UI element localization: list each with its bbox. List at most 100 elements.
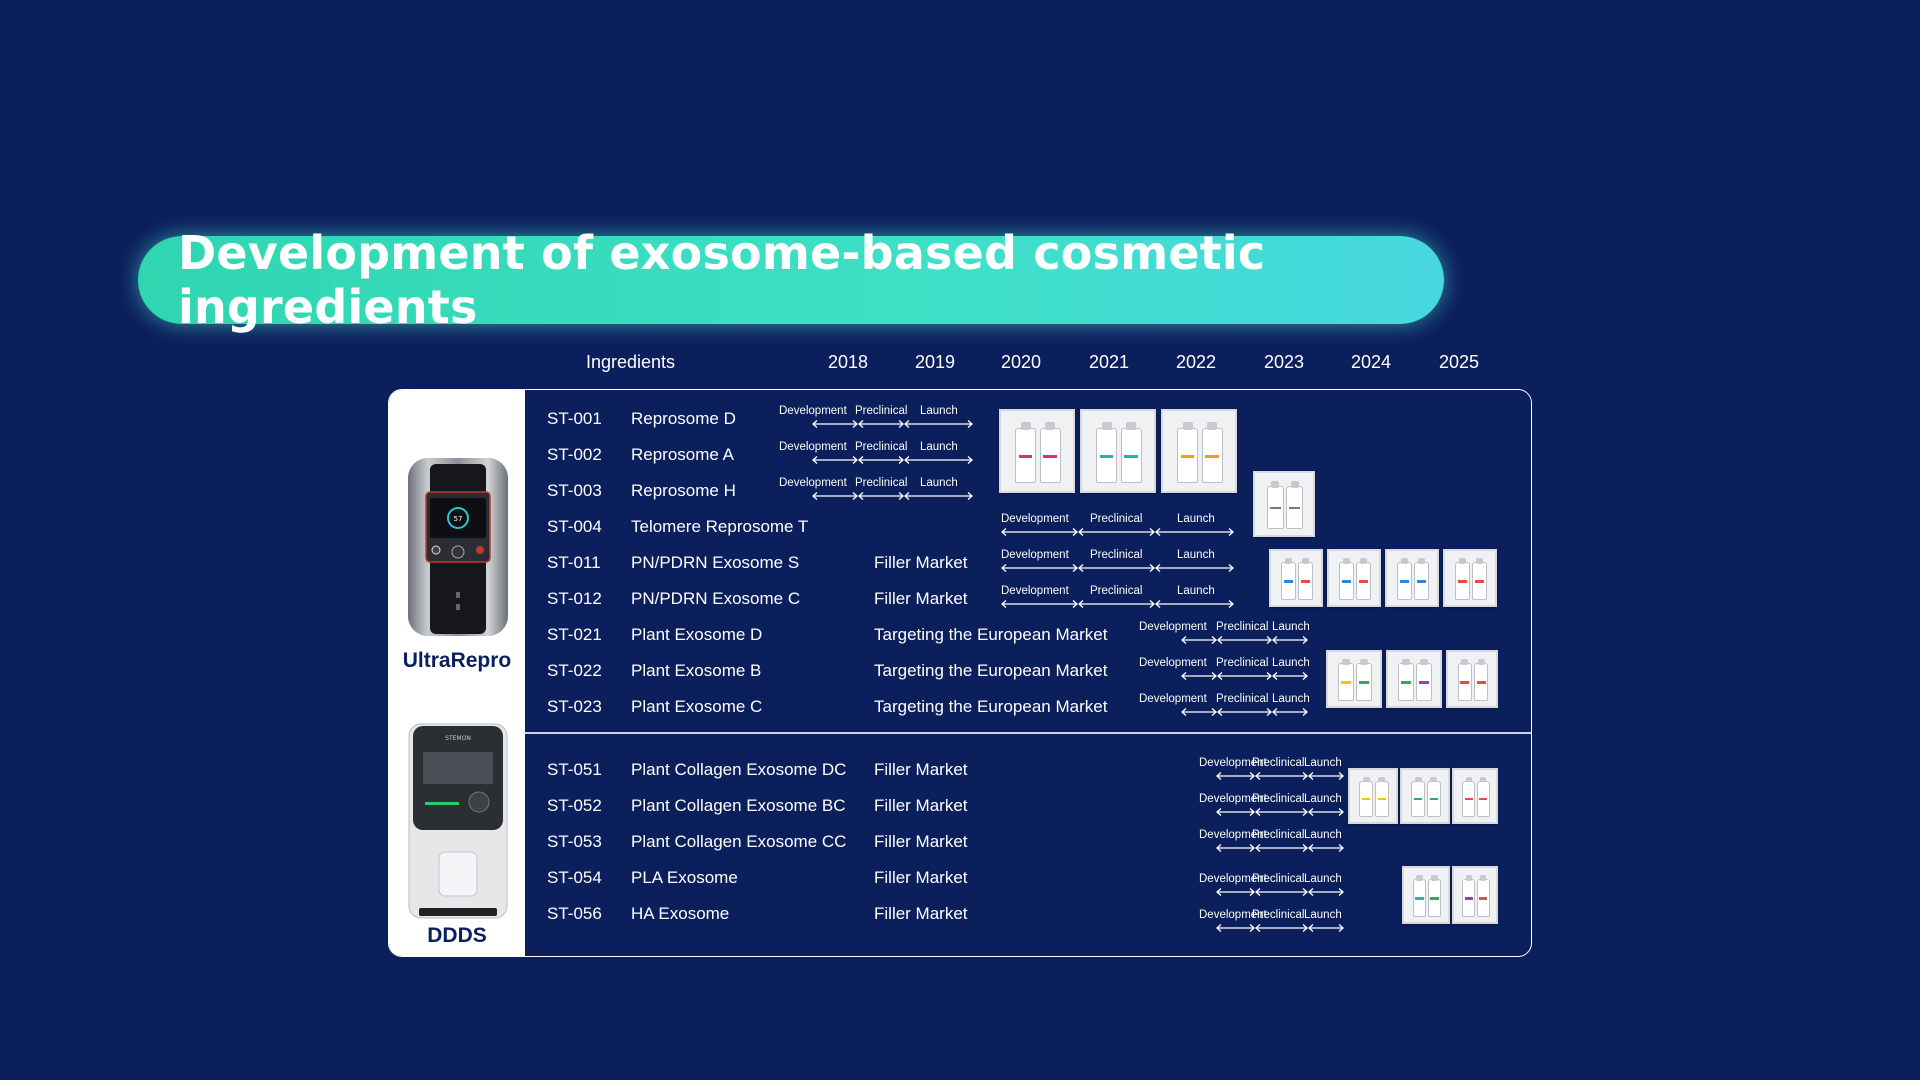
section-divider [525,732,1531,734]
stage-arrow [1255,888,1308,896]
year-2019: 2019 [915,352,956,372]
stage-arrow [812,420,858,428]
stage-arrow [1272,708,1308,716]
stage-arrow [1308,924,1344,932]
row-code: ST-056 [547,904,602,923]
ddds-label: DDDS [427,924,487,947]
stage-label-preclinical: Preclinical [855,405,908,417]
stage-label-launch: Launch [1304,829,1342,841]
year-2021: 2021 [1089,352,1130,372]
row-name: Plant Collagen Exosome BC [631,796,846,815]
row-name: Reprosome A [631,445,734,464]
row-name: Telomere Reprosome T [631,517,809,536]
stage-arrow [1216,808,1255,816]
stage-arrow [1217,636,1272,644]
product-package-image [1402,866,1450,924]
stage-label-preclinical: Preclinical [1216,693,1269,705]
year-2020: 2020 [1001,352,1042,372]
stage-arrow [1272,672,1308,680]
stage-arrow [1078,528,1155,536]
stage-label-preclinical: Preclinical [855,441,908,453]
stage-arrow [1216,844,1255,852]
stage-label-development: Development [1199,757,1267,769]
product-package-image [1452,866,1498,924]
stage-label-development: Development [1139,693,1207,705]
stage-arrow [1155,528,1234,536]
product-package-image [1446,650,1498,708]
stage-label-preclinical: Preclinical [1216,657,1269,669]
stage-label-preclinical: Preclinical [1216,621,1269,633]
row-code: ST-011 [547,553,601,572]
row-code: ST-053 [547,832,602,851]
stage-label-preclinical: Preclinical [1252,793,1305,805]
stage-arrow [1181,636,1217,644]
product-package-image [1386,650,1442,708]
stage-label-launch: Launch [1272,657,1310,669]
stage-arrow [904,456,973,464]
stage-arrow [1216,924,1255,932]
product-package-image [1443,549,1497,607]
product-package-image [1269,549,1323,607]
year-2022: 2022 [1176,352,1217,372]
stage-arrow [1308,844,1344,852]
stage-arrow [1255,844,1308,852]
row-market: Filler Market [874,589,968,608]
stage-label-launch: Launch [1177,513,1215,525]
row-name: Plant Collagen Exosome CC [631,832,847,851]
stage-label-launch: Launch [1272,693,1310,705]
product-package-image [1326,650,1382,708]
stage-label-development: Development [1139,621,1207,633]
stage-arrow [1308,772,1344,780]
product-package-image [1161,409,1237,493]
product-package-image [1452,768,1498,824]
stage-label-development: Development [1001,585,1069,597]
product-package-image [1080,409,1156,493]
stage-label-development: Development [1199,909,1267,921]
stage-arrow [1308,888,1344,896]
row-market: Targeting the European Market [874,661,1108,680]
stage-label-development: Development [1139,657,1207,669]
stage-label-launch: Launch [920,441,958,453]
stage-label-launch: Launch [1304,909,1342,921]
row-code: ST-001 [547,409,602,428]
stage-arrow [1001,600,1078,608]
row-name: PN/PDRN Exosome C [631,589,801,608]
stage-arrow [1255,924,1308,932]
stage-arrow [1255,772,1308,780]
stage-label-launch: Launch [1272,621,1310,633]
row-name: HA Exosome [631,904,730,923]
row-code: ST-012 [547,589,602,608]
stage-label-development: Development [779,441,847,453]
stage-label-development: Development [779,405,847,417]
row-code: ST-054 [547,868,602,887]
row-name: Plant Exosome B [631,661,762,680]
stage-arrow [904,420,973,428]
stage-arrow [1272,636,1308,644]
row-market: Filler Market [874,868,968,887]
row-name: Reprosome H [631,481,736,500]
stage-label-launch: Launch [1304,873,1342,885]
row-name: PN/PDRN Exosome S [631,553,800,572]
ultrarepro-label: UltraRepro [402,649,512,672]
row-code: ST-002 [547,445,602,464]
stage-label-development: Development [1199,793,1267,805]
row-code: ST-022 [547,661,602,680]
ddds-device-image: STEMON [408,723,508,919]
year-2018: 2018 [828,352,869,372]
product-package-image [999,409,1075,493]
product-package-image [1348,768,1398,824]
stage-label-preclinical: Preclinical [855,477,908,489]
svg-text:STEMON: STEMON [445,735,471,742]
stage-arrow [1216,888,1255,896]
stage-arrow [1001,528,1078,536]
row-code: ST-051 [547,760,602,779]
stage-arrow [1181,672,1217,680]
product-package-image [1400,768,1450,824]
stage-label-preclinical: Preclinical [1090,513,1143,525]
row-market: Targeting the European Market [874,625,1108,644]
stage-label-launch: Launch [1304,757,1342,769]
stage-arrow [1255,808,1308,816]
page-title: Development of exosome-based cosmetic in… [178,226,1266,334]
row-name: Plant Exosome C [631,697,763,716]
device-sidebar: 57 UltraRepro STEMON DDDS [389,390,525,956]
